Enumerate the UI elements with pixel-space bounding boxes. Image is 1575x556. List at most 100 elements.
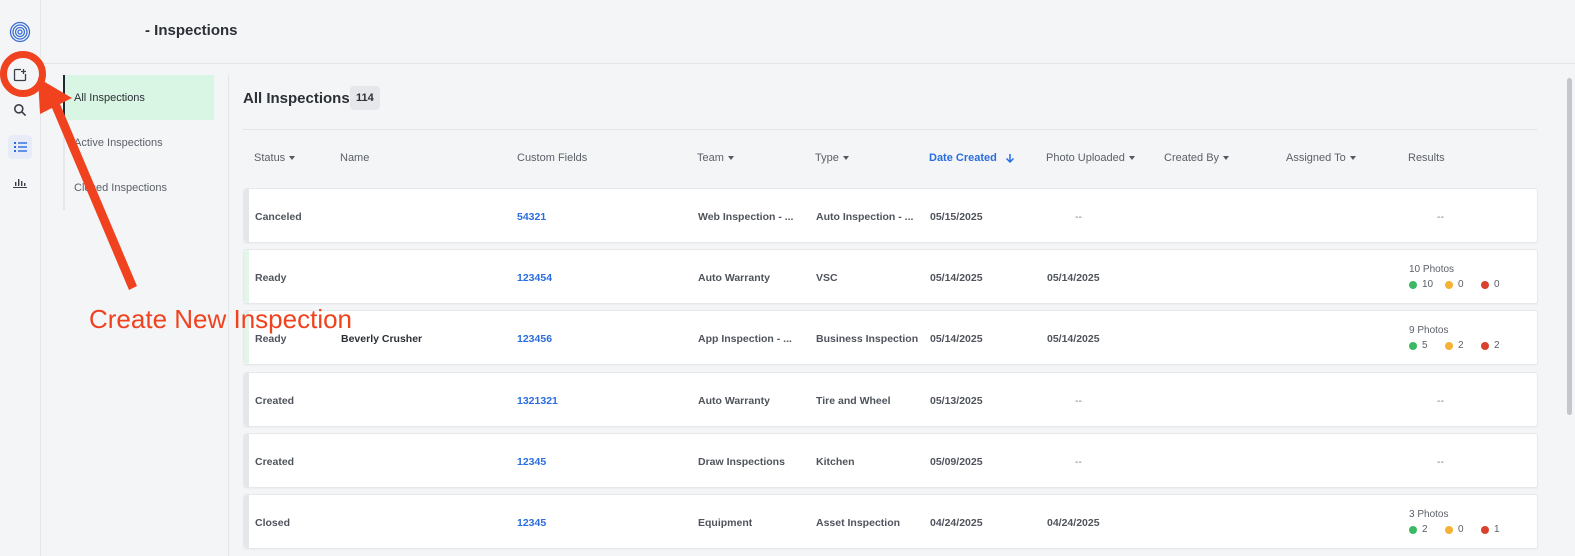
custom-field-link[interactable]: 54321 [517,210,547,223]
annotation-arrow-icon [38,78,137,290]
table-row[interactable]: Ready Beverly Crusher 123456 App Inspect… [243,310,1538,365]
table-row[interactable]: Canceled 54321 Web Inspection - ... Auto… [243,188,1538,243]
table-row[interactable]: Closed 12345 Equipment Asset Inspection … [243,494,1538,549]
custom-field-link[interactable]: 123456 [517,332,553,345]
yellow-count: 0 [1458,524,1464,535]
photo-uploaded-cell: -- [1075,394,1082,407]
column-header-created-by[interactable]: Created By [1164,152,1230,164]
results-summary[interactable]: 10 Photos 10 0 0 [1409,264,1517,290]
custom-field-link[interactable]: 123454 [517,271,553,284]
section-title: All Inspections [243,90,350,107]
photo-uploaded-cell: 05/14/2025 [1047,271,1100,284]
red-dot-icon [1481,280,1489,289]
column-header-team[interactable]: Team [697,152,734,164]
column-header-status[interactable]: Status [254,152,296,164]
team-cell: App Inspection - ... [698,332,792,345]
caret-down-icon [727,156,734,161]
column-header-name: Name [340,152,369,164]
column-header-results: Results [1408,152,1445,164]
date-created-cell: 05/15/2025 [930,210,983,223]
green-count: 5 [1422,340,1428,351]
search-icon[interactable] [8,98,32,122]
results-summary[interactable]: 3 Photos 2 0 1 [1409,509,1517,535]
red-dot-icon [1481,341,1489,350]
custom-field-link[interactable]: 12345 [517,516,547,529]
subnav-rule [63,75,65,210]
subnav-item-closed-inspections[interactable]: Closed Inspections [74,181,167,194]
column-label: Status [254,152,286,164]
team-cell: Equipment [698,516,753,529]
page-title: - Inspections [145,22,238,39]
red-count: 0 [1494,279,1500,290]
caret-down-icon [289,156,296,161]
status-cell: Ready [255,271,287,284]
yellow-dot-icon [1445,525,1453,534]
date-created-cell: 05/13/2025 [930,394,983,407]
photo-uploaded-cell: 04/24/2025 [1047,516,1100,529]
type-cell: Kitchen [816,455,855,468]
results-summary[interactable]: 9 Photos 5 2 2 [1409,325,1517,351]
yellow-count: 0 [1458,279,1464,290]
column-label: Date Created [929,152,997,164]
date-created-cell: 05/14/2025 [930,271,983,284]
team-cell: Auto Warranty [698,271,770,284]
result-dots: 10 0 0 [1409,279,1517,290]
annotation-label: Create New Inspection [89,304,353,334]
red-dot-icon [1481,525,1489,534]
subnav-item-active-inspections[interactable]: Active Inspections [74,136,163,149]
green-dot-icon [1409,280,1417,289]
type-cell: Auto Inspection - ... [816,210,914,223]
column-label: Results [1408,152,1445,164]
caret-down-icon [1128,156,1135,161]
subnav-item-all-inspections[interactable]: All Inspections [63,75,214,120]
column-label: Team [697,152,724,164]
column-header-custom-fields: Custom Fields [517,152,587,164]
annotation-circle [0,51,46,97]
column-label: Photo Uploaded [1046,152,1125,164]
status-cell: Closed [255,516,291,529]
type-cell: Business Inspection [816,332,919,345]
column-label: Assigned To [1286,152,1346,164]
team-cell: Web Inspection - ... [698,210,794,223]
column-header-date-created[interactable]: Date Created [929,152,1016,164]
column-header-photo-uploaded[interactable]: Photo Uploaded [1046,152,1135,164]
list-icon[interactable] [8,135,32,159]
logo-icon[interactable] [8,20,32,44]
caret-down-icon [1349,156,1356,161]
column-header-assigned-to[interactable]: Assigned To [1286,152,1356,164]
photo-uploaded-cell: -- [1075,210,1082,223]
table-row[interactable]: Created 12345 Draw Inspections Kitchen 0… [243,433,1538,488]
subnav: All Inspections Active Inspections Close… [63,75,214,210]
name-cell: Beverly Crusher [341,332,423,345]
results-cell: -- [1437,455,1444,468]
team-cell: Auto Warranty [698,394,770,407]
table-row[interactable]: Created 1321321 Auto Warranty Tire and W… [243,372,1538,427]
custom-field-link[interactable]: 12345 [517,455,547,468]
type-cell: Asset Inspection [816,516,901,529]
table-row[interactable]: Ready 123454 Auto Warranty VSC 05/14/202… [243,249,1538,304]
yellow-count: 2 [1458,340,1464,351]
status-cell: Ready [255,332,287,345]
chart-icon[interactable] [8,170,32,194]
page-header: - Inspections [41,0,1575,64]
caret-down-icon [842,156,849,161]
team-cell: Draw Inspections [698,455,785,468]
result-dots: 2 0 1 [1409,524,1517,535]
photo-count: 9 Photos [1409,325,1449,336]
photo-uploaded-cell: -- [1075,455,1082,468]
status-cell: Canceled [255,210,302,223]
date-created-cell: 05/14/2025 [930,332,983,345]
green-count: 10 [1422,279,1434,290]
custom-field-link[interactable]: 1321321 [517,394,558,407]
results-cell: -- [1437,210,1444,223]
column-label: Custom Fields [517,152,588,164]
yellow-dot-icon [1445,341,1453,350]
type-cell: Tire and Wheel [816,394,891,407]
column-header-type[interactable]: Type [815,152,849,164]
scrollbar-thumb[interactable] [1567,78,1572,415]
column-label: Type [815,152,839,164]
green-count: 2 [1422,524,1428,535]
caret-down-icon [1223,156,1230,161]
column-label: Name [340,152,370,164]
status-cell: Created [255,455,295,468]
